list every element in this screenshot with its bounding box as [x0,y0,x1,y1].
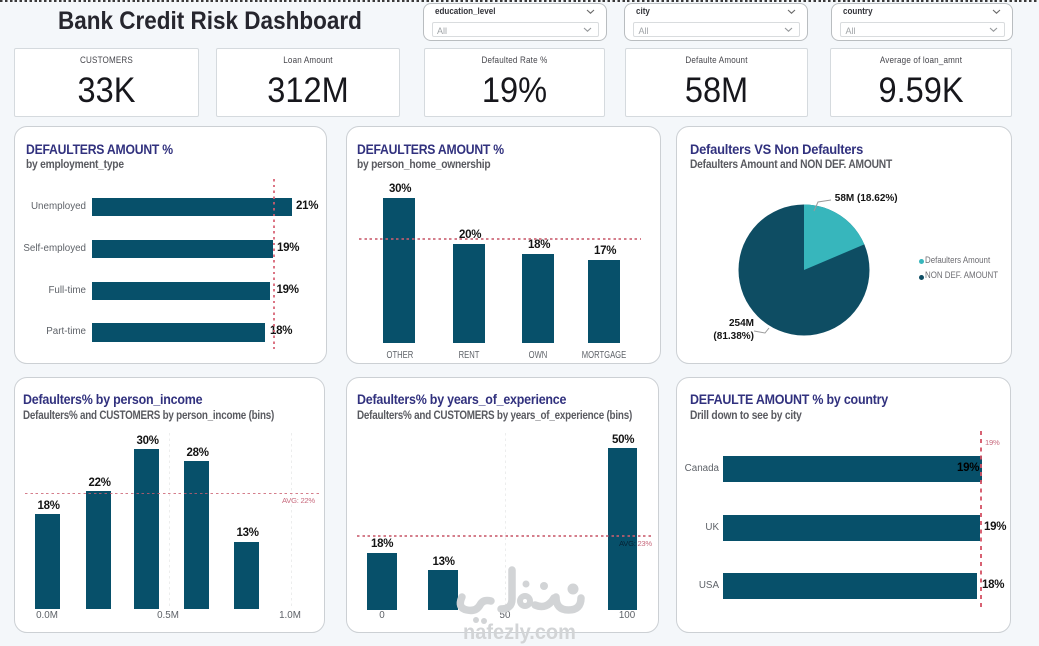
svg-text:nafezly.com: nafezly.com [463,620,576,644]
